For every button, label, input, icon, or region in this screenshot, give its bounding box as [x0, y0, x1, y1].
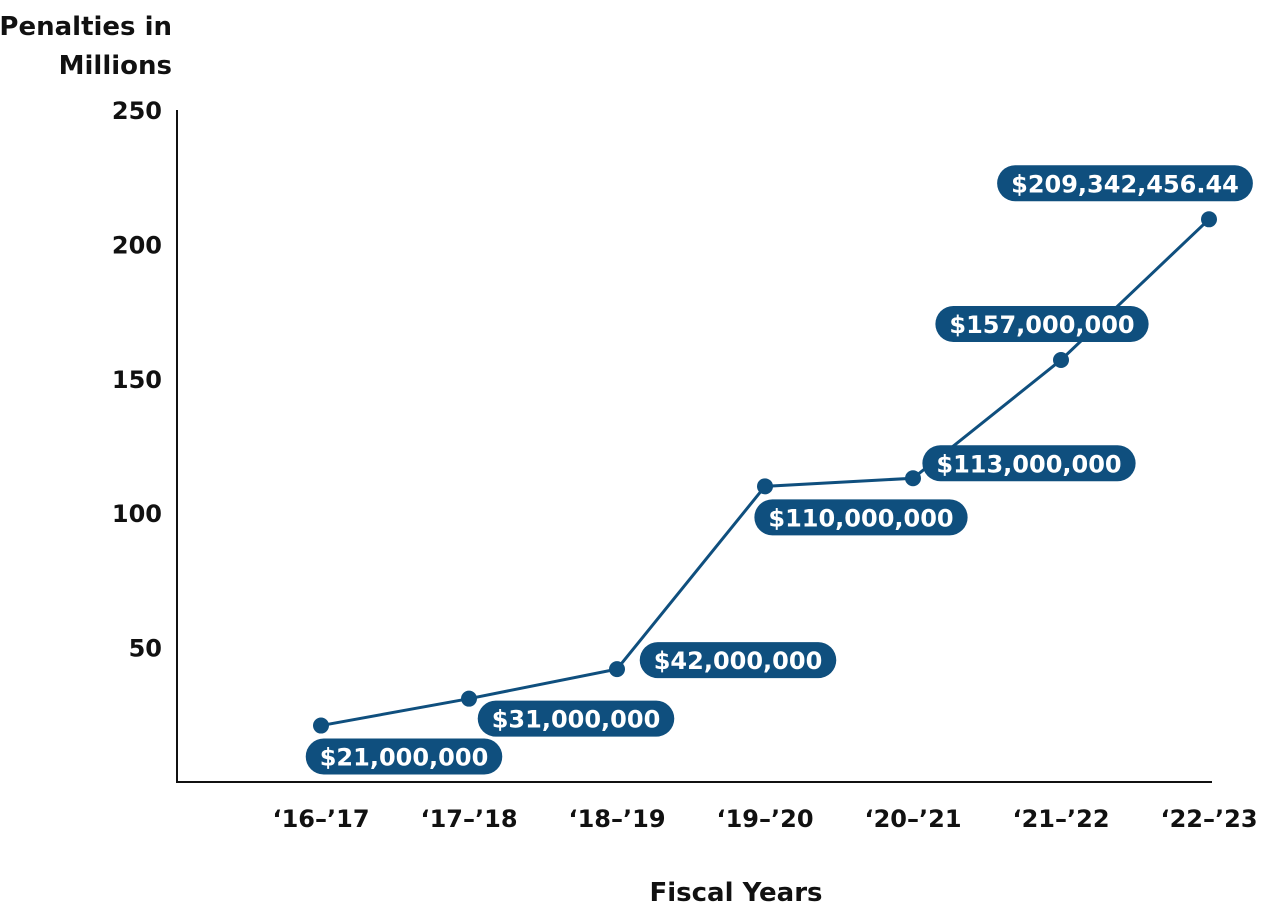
- data-label: $31,000,000: [477, 700, 675, 737]
- data-label-pill: [997, 165, 1253, 202]
- x-tick-label: ‘20–’21: [864, 805, 961, 833]
- y-tick-label: 50: [129, 635, 162, 663]
- data-label-text: $31,000,000: [492, 706, 661, 734]
- data-label-text: $110,000,000: [768, 504, 953, 532]
- x-tick-label: ‘16–’17: [272, 805, 369, 833]
- x-tick-label: ‘21–’22: [1012, 805, 1109, 833]
- x-axis-ticks: ‘16–’17 ‘17–’18 ‘18–’19 ‘19–’20 ‘20–’21 ‘21–’…: [272, 805, 1257, 833]
- x-tick-label: ‘18–’19: [568, 805, 665, 833]
- data-point: [609, 661, 625, 678]
- data-label: $157,000,000: [935, 305, 1149, 342]
- data-labels: $21,000,000$31,000,000 $42,000,000 $110,00…: [305, 165, 1253, 775]
- data-point: [905, 470, 921, 487]
- data-label-text: $157,000,000: [949, 311, 1134, 339]
- data-label-pill: [305, 738, 503, 775]
- data-label: $209,342,456.44: [997, 165, 1253, 202]
- y-tick-label: 200: [112, 231, 162, 259]
- data-label: $110,000,000: [754, 499, 968, 536]
- data-label-pill: [935, 305, 1149, 342]
- y-tick-label: 100: [112, 500, 162, 528]
- x-tick-label: ‘19–’20: [716, 805, 813, 833]
- data-label-pill: [477, 700, 675, 737]
- data-label-pill: [754, 499, 968, 536]
- data-label-text: $42,000,000: [654, 647, 823, 675]
- data-label-text: $209,342,456.44: [1011, 170, 1239, 198]
- data-point: [461, 690, 477, 707]
- y-axis-title-line-2: Millions: [59, 51, 172, 81]
- y-axis-ticks: 50 100 150 200 250: [112, 97, 162, 663]
- y-tick-label: 250: [112, 97, 162, 125]
- data-label-text: $21,000,000: [320, 744, 489, 772]
- data-label: $113,000,000: [922, 445, 1136, 482]
- data-points: [313, 211, 1217, 734]
- data-label-pill: [639, 642, 837, 679]
- data-label-pill: [922, 445, 1136, 482]
- x-axis-title: Fiscal Years: [650, 878, 823, 907]
- data-point: [757, 478, 773, 495]
- y-tick-label: 150: [112, 366, 162, 394]
- data-label: $21,000,000: [305, 738, 503, 775]
- x-tick-label: ‘22–’23: [1160, 805, 1257, 833]
- data-point: [1201, 211, 1217, 228]
- data-label: $42,000,000: [639, 642, 837, 679]
- data-point: [1053, 351, 1069, 368]
- data-point: [313, 717, 329, 734]
- x-tick-label: ‘17–’18: [420, 805, 517, 833]
- data-label-text: $113,000,000: [936, 450, 1121, 478]
- y-axis-title-line-1: Penalties in: [0, 12, 172, 42]
